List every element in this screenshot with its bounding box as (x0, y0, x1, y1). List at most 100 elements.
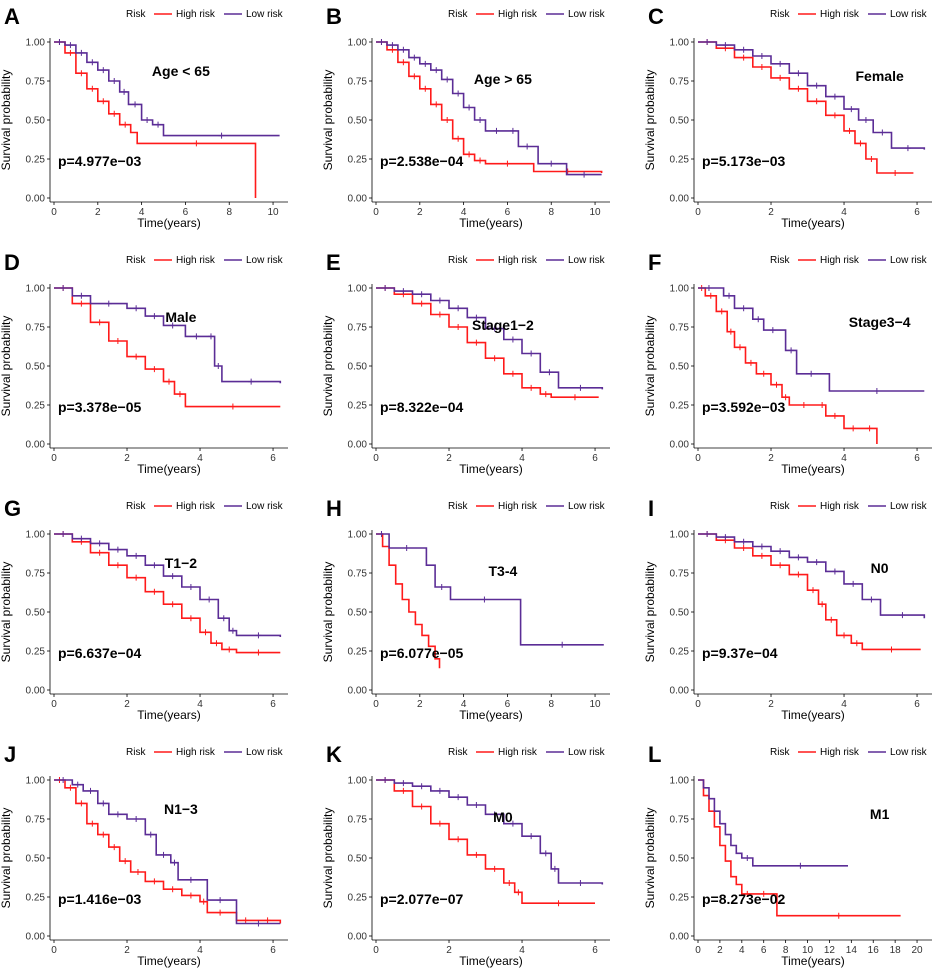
censor-mark (705, 285, 712, 291)
low-risk-curve (698, 779, 848, 867)
censor-mark (879, 129, 886, 136)
y-tick-label: 0.00 (348, 194, 368, 205)
x-tick-label: 12 (824, 945, 836, 956)
legend-high-label: High risk (498, 9, 538, 20)
censor-mark (67, 784, 74, 791)
x-tick-label: 4 (519, 945, 525, 956)
legend-high-label: High risk (498, 747, 538, 758)
censor-mark (846, 127, 853, 134)
censor-mark (60, 777, 67, 783)
x-tick-label: 4 (519, 453, 525, 464)
y-tick-label: 0.50 (348, 116, 368, 127)
y-tick-label: 1.00 (348, 530, 368, 541)
censor-mark (122, 858, 129, 865)
y-tick-label: 0.50 (26, 116, 46, 127)
censor-mark (187, 615, 194, 622)
censor-mark (808, 370, 815, 377)
censor-mark (477, 117, 484, 123)
p-value: p=5.173e−03 (702, 153, 786, 169)
censor-mark (122, 121, 129, 128)
censor-mark (760, 890, 767, 897)
legend-low-label: Low risk (890, 255, 928, 266)
legend-low-label: Low risk (568, 9, 606, 20)
censor-mark (504, 160, 511, 167)
x-tick-label: 0 (51, 699, 57, 710)
censor-mark (206, 596, 213, 603)
censor-mark (133, 816, 140, 822)
censor-mark (744, 890, 751, 897)
censor-mark (187, 892, 194, 899)
censor-mark (509, 820, 516, 827)
censor-mark (747, 359, 754, 366)
panel-title: T1−2 (165, 555, 198, 571)
y-tick-label: 1.00 (348, 776, 368, 787)
y-tick-label: 0.75 (348, 815, 368, 826)
panel-I: I Risk High risk Low risk 0.00 0.25 0.50 0.75 1.… (643, 496, 932, 722)
censor-mark (207, 333, 214, 340)
censor-mark (795, 85, 802, 92)
censor-mark (202, 629, 209, 636)
censor-mark (491, 355, 498, 362)
censor-mark (160, 851, 167, 858)
censor-mark (873, 387, 880, 394)
x-tick-label: 6 (270, 453, 276, 464)
censor-mark (515, 889, 522, 896)
censor-mark (187, 584, 194, 591)
censor-mark (777, 74, 784, 81)
low-risk-curve (698, 287, 925, 392)
x-tick-label: 4 (461, 699, 467, 710)
y-tick-label: 0.75 (348, 569, 368, 580)
censor-mark (242, 917, 249, 924)
censor-mark (528, 384, 535, 391)
y-tick-label: 0.25 (26, 647, 46, 658)
x-tick-label: 0 (695, 699, 701, 710)
censor-mark (389, 42, 396, 49)
censor-mark (831, 112, 838, 119)
censor-mark (78, 292, 85, 299)
censor-mark (740, 54, 747, 61)
low-risk-curve (376, 533, 604, 646)
censor-mark (144, 117, 151, 123)
panel-L: L Risk High risk Low risk 0.00 0.25 0.50 0.75 1.… (643, 742, 932, 968)
censor-mark (455, 324, 462, 330)
censor-mark (147, 831, 154, 838)
censor-mark (255, 649, 262, 656)
censor-mark (134, 869, 141, 876)
panel-title: N0 (871, 560, 889, 576)
censor-mark (892, 170, 899, 177)
censor-mark (473, 339, 480, 346)
x-axis-label: Time(years) (781, 216, 845, 230)
censor-mark (418, 300, 425, 307)
high-risk-curve (698, 287, 878, 444)
censor-mark (581, 171, 588, 178)
x-axis-label: Time(years) (137, 216, 201, 230)
censor-mark (455, 135, 462, 142)
censor-mark (78, 49, 85, 56)
censor-mark (831, 412, 838, 419)
legend-low-label: Low risk (890, 747, 928, 758)
censor-mark (187, 876, 194, 883)
legend-low-label: Low risk (568, 501, 606, 512)
censor-mark (491, 325, 498, 332)
censor-mark (727, 328, 734, 335)
censor-mark (89, 85, 96, 92)
censor-mark (400, 46, 407, 53)
x-tick-label: 10 (589, 207, 601, 218)
panel-title: T3-4 (489, 563, 518, 579)
x-tick-label: 2 (768, 699, 774, 710)
panel-title: Stage3−4 (849, 314, 911, 330)
x-axis-label: Time(years) (781, 462, 845, 476)
panel-letter-D: D (4, 250, 20, 275)
censor-mark (255, 632, 262, 639)
legend-title: Risk (770, 9, 790, 20)
x-tick-label: 8 (548, 699, 554, 710)
censor-mark (89, 820, 96, 827)
panel-letter-B: B (326, 4, 342, 29)
x-tick-label: 2 (446, 453, 452, 464)
legend-title: Risk (126, 9, 146, 20)
x-tick-label: 4 (197, 453, 203, 464)
panel-title: M1 (870, 806, 890, 822)
y-tick-label: 0.50 (26, 362, 46, 373)
p-value: p=8.322e−04 (380, 399, 464, 415)
low-risk-curve (376, 287, 604, 390)
